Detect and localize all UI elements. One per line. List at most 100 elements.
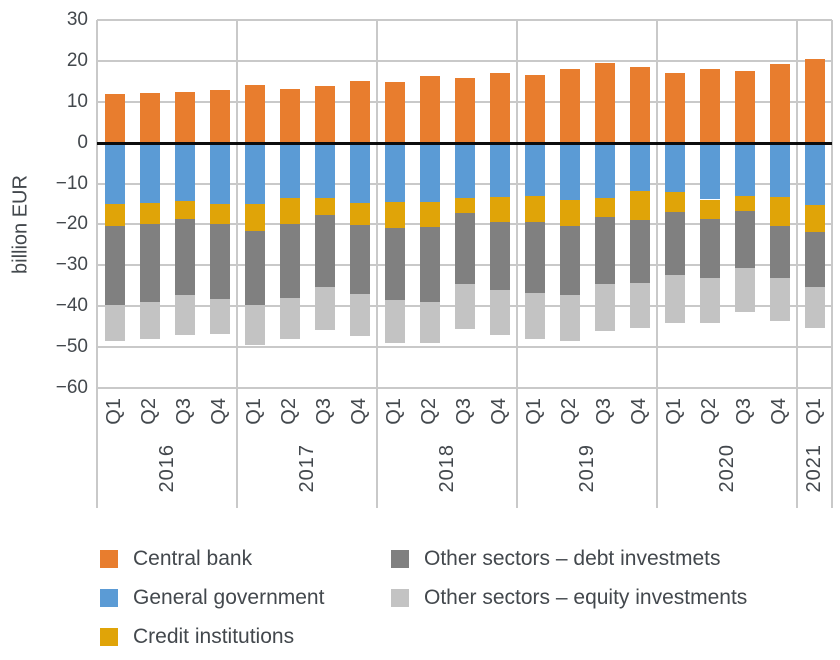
bar-segment <box>804 142 825 206</box>
legend-swatch <box>100 550 118 568</box>
bar-segment <box>734 142 755 197</box>
y-axis: 30 20 10 0 −10 −20 −30 −40 −50 −60 <box>0 9 88 398</box>
legend-item: Central bank <box>100 547 324 570</box>
x-tick-label: Q1 <box>97 398 132 425</box>
bar-segment <box>699 142 720 200</box>
year-label-text: 2017 <box>295 444 318 493</box>
bar-segment <box>174 218 195 295</box>
bar-segment <box>104 305 125 341</box>
legend-label: Credit institutions <box>133 625 295 648</box>
bar-segment <box>209 298 230 334</box>
x-tick-label-text: Q4 <box>348 398 370 425</box>
zero-line <box>97 141 832 145</box>
bar-segment <box>244 204 265 231</box>
bar-segment <box>244 230 265 305</box>
year-label: 2018 <box>377 444 517 493</box>
bar-segment <box>664 72 685 143</box>
bar-segment <box>734 268 755 313</box>
bar-segment <box>279 198 300 224</box>
bar-segment <box>489 196 510 222</box>
bar-segment <box>454 78 475 143</box>
x-tick-label: Q2 <box>412 398 447 425</box>
y-tick-label: −30 <box>55 254 88 276</box>
bar-segment <box>454 142 475 199</box>
legend-swatch <box>391 589 409 607</box>
bar-segment <box>769 64 790 143</box>
bar-segment <box>559 295 580 342</box>
bar-segment <box>349 294 370 337</box>
bar-segment <box>699 69 720 143</box>
x-tick-label: Q1 <box>657 398 692 425</box>
legend-column: Central bank General government Credit ins… <box>100 547 325 648</box>
legend-swatch <box>391 550 409 568</box>
y-tick-label: −50 <box>55 336 88 358</box>
bar-segment <box>419 201 440 227</box>
bar-segment <box>279 89 300 143</box>
year-label-text: 2021 <box>803 444 825 493</box>
x-tick-label: Q4 <box>482 398 517 425</box>
legend-label: Other sectors – debt investmets <box>424 547 721 570</box>
year-separator <box>656 20 658 508</box>
bar-segment <box>804 205 825 232</box>
grid-line <box>97 59 832 62</box>
year-label-text: 2016 <box>155 444 178 493</box>
x-tick-label-text: Q1 <box>243 398 265 425</box>
bar-segment <box>419 142 440 202</box>
bar-segment <box>524 292 545 339</box>
bar-segment <box>314 287 335 331</box>
x-tick-label-text: Q3 <box>173 398 195 425</box>
bar-segment <box>349 80 370 143</box>
bar-segment <box>769 226 790 279</box>
bar-segment <box>174 142 195 201</box>
legend-item: Other sectors – debt investmets <box>391 547 747 570</box>
legend-item: Other sectors – equity investments <box>391 587 747 608</box>
x-tick-label: Q4 <box>622 398 657 425</box>
bar-segment <box>174 91 195 143</box>
x-tick-label: Q3 <box>447 398 482 425</box>
bar-segment <box>314 86 335 143</box>
bar-segment <box>804 58 825 143</box>
x-tick-label-text: Q1 <box>523 398 545 425</box>
bar-segment <box>699 219 720 278</box>
bar-segment <box>104 204 125 227</box>
bar-segment <box>314 198 335 216</box>
bar-segment <box>664 275 685 323</box>
bar-segment <box>734 196 755 211</box>
y-tick-label: −40 <box>55 295 88 317</box>
legend-label: General government <box>133 586 325 609</box>
x-tick-label-text: Q2 <box>418 398 440 425</box>
bar-segment <box>104 142 125 204</box>
bar-segment <box>559 142 580 200</box>
legend: Central bank General government Credit ins… <box>0 540 840 660</box>
x-tick-label: Q1 <box>237 398 272 425</box>
x-tick-label-text: Q4 <box>488 398 510 425</box>
bar-segment <box>559 226 580 296</box>
bar-segment <box>594 197 615 217</box>
grid-line <box>97 346 832 349</box>
legend-label: Central bank <box>133 547 253 570</box>
year-separator <box>796 20 798 508</box>
bar-segment <box>629 219 650 283</box>
bar-segment <box>104 94 125 143</box>
year-label: 2019 <box>517 444 657 493</box>
bar-segment <box>279 298 300 339</box>
bar-segment <box>524 195 545 222</box>
bar-segment <box>384 300 405 344</box>
bar-segment <box>279 142 300 199</box>
bar-segment <box>139 93 160 143</box>
year-separator <box>96 20 98 508</box>
year-label-text: 2018 <box>435 444 458 493</box>
bar-segment <box>384 201 405 228</box>
bar-segment <box>174 294 195 336</box>
bar-segment <box>559 68 580 143</box>
y-tick-label: 30 <box>66 9 88 30</box>
legend-column: Other sectors – debt investmets Other sec… <box>391 547 747 608</box>
x-tick-label: Q1 <box>377 398 412 425</box>
bar-segment <box>349 224 370 295</box>
x-tick-label: Q3 <box>727 398 762 425</box>
x-tick-label: Q4 <box>342 398 377 425</box>
year-label-text: 2020 <box>715 444 738 493</box>
bar-segment <box>629 66 650 143</box>
y-tick-label: 10 <box>66 90 88 112</box>
legend-item: Credit institutions <box>100 625 324 648</box>
